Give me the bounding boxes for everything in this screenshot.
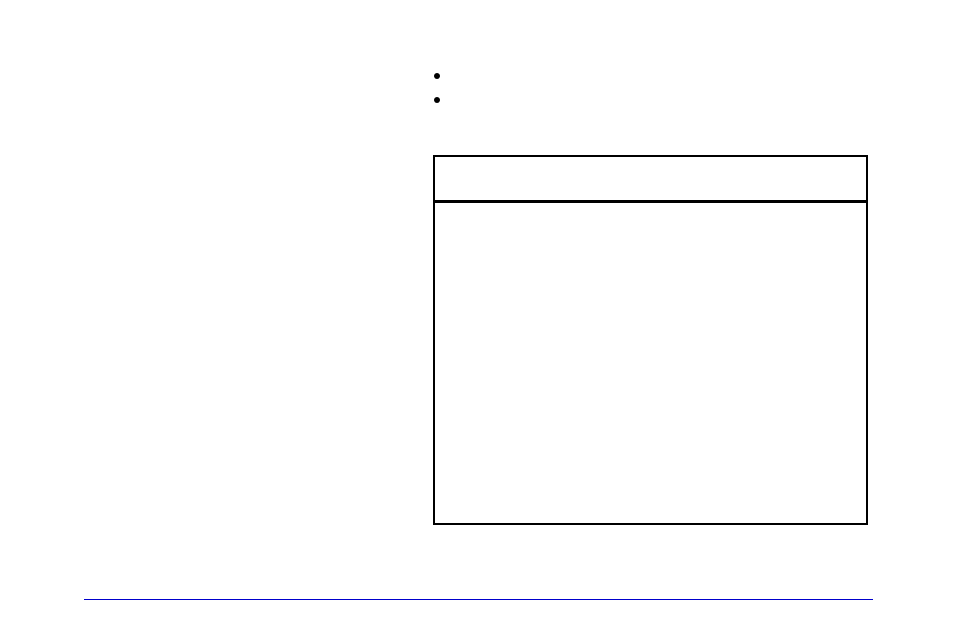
- footer-rule: [84, 599, 873, 600]
- content-box: [433, 155, 868, 525]
- content-box-body: [435, 203, 866, 523]
- bullet-dot-1: [434, 73, 440, 79]
- content-box-header: [435, 157, 866, 203]
- bullet-dot-2: [434, 97, 440, 103]
- bullet-list: [434, 73, 440, 121]
